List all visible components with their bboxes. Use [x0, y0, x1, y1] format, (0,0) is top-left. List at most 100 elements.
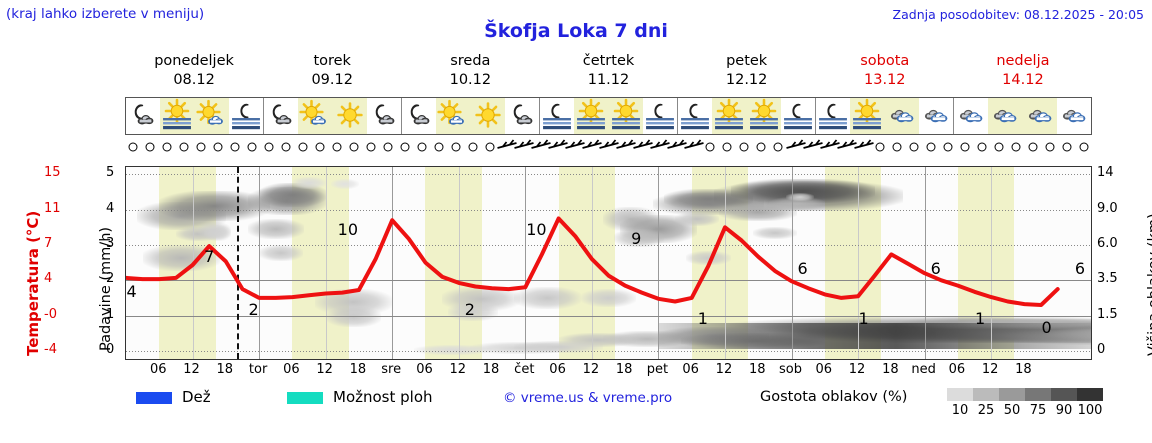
precticks-label-4: 1 [106, 306, 115, 322]
sun-fog-icon [712, 98, 746, 133]
wind-cell-17 [413, 136, 430, 158]
wind-cell-9 [278, 136, 295, 158]
day-gridline-2 [392, 167, 394, 359]
day-name: četrtek [582, 53, 635, 69]
hour-gridline [724, 167, 726, 359]
cloud-blob-16 [514, 287, 581, 309]
day-column-6: nedelja 14.12 [954, 52, 1092, 92]
wind-barb-icon [497, 139, 518, 149]
wind-cell-26 [565, 136, 585, 158]
wind-calm-icon [875, 142, 885, 152]
wind-calm-icon [756, 142, 766, 152]
wind-calm-icon [264, 142, 274, 152]
temp-gridline-15 [126, 174, 1091, 175]
day-column-2: sreda 10.12 [401, 52, 539, 92]
wind-cell-34 [702, 136, 719, 158]
wind-cell-27 [582, 136, 602, 158]
icon-cell-12 [539, 98, 574, 134]
icon-cell-4 [263, 98, 298, 134]
wind-cell-55 [1058, 136, 1075, 158]
sun-fog-icon [160, 98, 194, 133]
wind-calm-icon [230, 142, 240, 152]
cloud-density-value-4: 90 [1055, 403, 1073, 418]
moon-cloud-icon [126, 99, 160, 133]
icon-cell-15 [643, 98, 677, 134]
daylight-band-3 [558, 167, 616, 359]
x-axis-ticks: 06 12 18 tor 06 12 18 sre 06 12 18 čet 06 12 18 pet 06 12… [125, 362, 1092, 382]
cloud-blob-23 [675, 212, 720, 226]
wind-cell-5 [210, 136, 227, 158]
now-line [236, 167, 239, 359]
cloud-blob-5 [203, 225, 232, 241]
tempticks-label-5: -4 [44, 341, 57, 357]
cloud-density-swatch-1 [973, 388, 999, 401]
icon-cell-7 [367, 98, 401, 134]
wind-calm-icon [1028, 142, 1038, 152]
x-tick-label-15: pet [646, 362, 669, 377]
moon-fog-icon [781, 99, 815, 133]
icon-cell-26 [1022, 98, 1057, 134]
day-column-1: torek 09.12 [263, 52, 401, 92]
wind-calm-icon [977, 142, 987, 152]
wind-cell-56 [1075, 136, 1092, 158]
x-tick-label-26: 18 [1015, 362, 1032, 377]
wind-cell-10 [295, 136, 312, 158]
icon-cell-23 [919, 98, 953, 134]
wind-cell-2 [159, 136, 176, 158]
hour-gridline [591, 167, 593, 359]
sun-fog-icon [747, 98, 781, 133]
day-gridline-6 [924, 167, 926, 359]
sun-fog-icon [850, 98, 884, 133]
day-date: 14.12 [1002, 72, 1044, 88]
cloud-blob-24 [686, 251, 731, 265]
wind-cell-54 [1041, 136, 1058, 158]
moon-fog-icon [540, 99, 574, 133]
day-date: 13.12 [864, 72, 906, 88]
temp-gridline-11 [126, 210, 1091, 211]
page-title: Škofja Loka 7 dni [484, 20, 668, 42]
wind-cell-33 [684, 136, 704, 158]
temperature-peak-label: 10 [526, 220, 547, 240]
wind-calm-icon [722, 142, 732, 152]
wind-cell-52 [1007, 136, 1024, 158]
wind-cell-36 [736, 136, 753, 158]
hour-gridline [458, 167, 460, 359]
cloud-density-swatch-0 [947, 388, 973, 401]
cloud-density-value-5: 100 [1077, 403, 1103, 418]
cloudticks-label-5: 0 [1097, 341, 1106, 357]
cloud-density-value-2: 50 [1003, 403, 1021, 418]
wind-cell-37 [753, 136, 770, 158]
temperature-peak-label: 6 [1074, 258, 1085, 278]
wind-barb-strip [125, 136, 1092, 158]
temperature-peak-label: 9 [631, 229, 642, 249]
cloud-density-legend-title: Gostota oblakov (%) [760, 389, 908, 405]
copyright-link[interactable]: © vreme.us & vreme.pro [503, 390, 673, 406]
moon-cloud-icon [402, 99, 436, 133]
wind-barb-icon [836, 139, 857, 149]
cloud-icon [919, 99, 953, 133]
icon-cell-21 [850, 98, 885, 134]
sun-icon [333, 99, 367, 133]
wind-cell-49 [956, 136, 973, 158]
tempticks-label-2: 7 [44, 235, 53, 251]
cloud-blob-30 [785, 193, 814, 201]
x-tick-label-13: 12 [582, 362, 600, 377]
x-tick-label-25: 12 [981, 362, 999, 377]
wind-calm-icon [773, 142, 783, 152]
day-gridline-5 [791, 167, 793, 359]
wind-calm-icon [366, 142, 376, 152]
hour-gridline [991, 167, 993, 359]
temperature-peak-label: 0 [1041, 317, 1052, 337]
icon-cell-10 [470, 98, 505, 134]
day-name: sobota [860, 53, 910, 69]
x-tick-label-4: 06 [283, 362, 300, 377]
wind-barb-icon [582, 139, 602, 149]
cloud-blob-45 [414, 345, 493, 355]
cloud-density-swatch-4 [1051, 388, 1077, 401]
precticks-label-3: 2 [106, 271, 115, 287]
temperature-axis-title-text: Temperatura (°C) [24, 210, 42, 356]
wind-calm-icon [705, 142, 715, 152]
temperature-peak-label: 4 [126, 282, 137, 302]
moon-cloud-icon [367, 99, 401, 133]
temp-gridline--4 [126, 351, 1091, 352]
